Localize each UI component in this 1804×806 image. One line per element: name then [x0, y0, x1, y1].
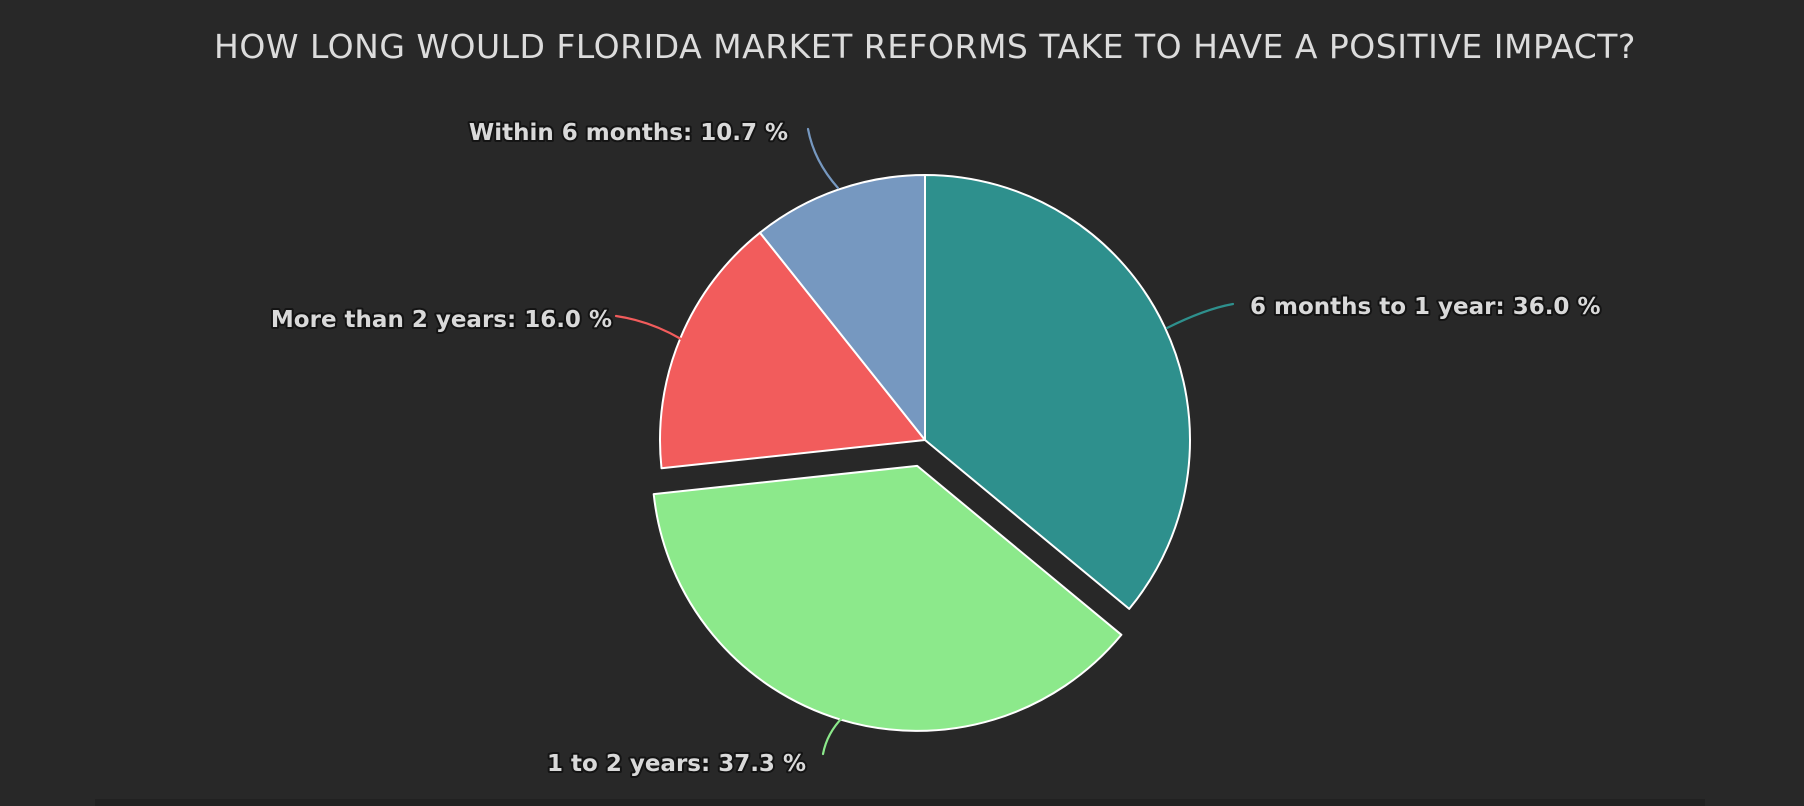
pie-slice-6-months-to-1-year: [924, 174, 1191, 610]
chart-title: HOW LONG WOULD FLORIDA MARKET REFORMS TA…: [214, 27, 1636, 66]
leader-line-within-6-months: [806, 127, 840, 190]
chart-bottom-edge: [95, 799, 1705, 806]
pie-slice-within-6-months: [759, 174, 926, 441]
slice-label-1-to-2-years: 1 to 2 years: 37.3 %: [547, 751, 806, 777]
leader-line-6-months-to-1-year: [1165, 302, 1235, 330]
leader-line-more-than-2-years: [614, 314, 683, 341]
slice-label-6-months-to-1-year: 6 months to 1 year: 36.0 %: [1250, 294, 1601, 320]
slice-label-more-than-2-years: More than 2 years: 16.0 %: [271, 307, 612, 333]
leader-line-1-to-2-years: [821, 715, 845, 756]
slice-label-within-6-months: Within 6 months: 10.7 %: [469, 120, 788, 146]
